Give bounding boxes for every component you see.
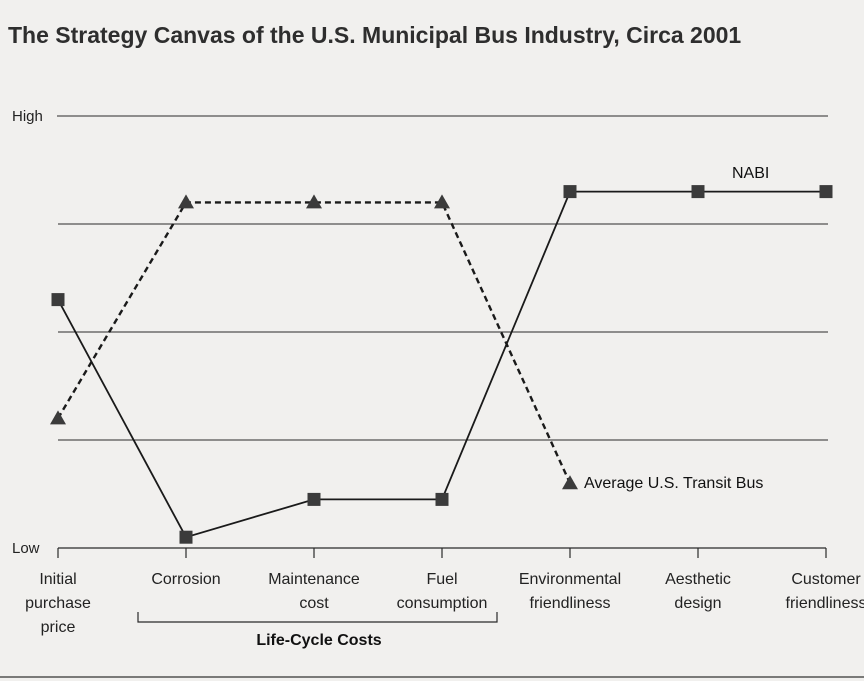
x-tick-label-line: Aesthetic [665,571,731,588]
x-tick-label-line: Corrosion [151,571,220,588]
x-tick-label-line: design [674,595,721,612]
series-marker-nabi [307,492,321,506]
x-tick-label-line: friendliness [786,595,864,612]
x-tick-label: Corrosion [151,571,220,588]
series-marker-average-u-s-transit-bus [434,194,450,209]
x-tick-label-line: Maintenance [268,571,360,588]
x-tick-label-line: consumption [397,595,488,612]
x-tick-label: Aesthetic design [665,571,731,612]
x-tick-label-line: price [41,619,76,636]
x-tick-label-line: purchase [25,595,91,612]
x-tick-label-line: Customer [791,571,861,588]
series-group [50,185,833,544]
series-marker-nabi [51,293,65,307]
x-tick-label-line: friendliness [530,595,611,612]
life-cycle-costs-bracket: Life-Cycle Costs [137,612,498,649]
x-tick-label: Initial purchase price [25,571,91,636]
x-tick-label: Customer friendliness [786,571,864,612]
gridlines [57,115,828,441]
x-tick-label: Maintenance cost [268,571,360,612]
x-axis [57,547,827,558]
series-marker-average-u-s-transit-bus [178,194,194,209]
series-labels: NABI Average U.S. Transit Bus [584,165,769,492]
bracket-line [137,612,498,623]
series-label-average-us-transit-bus: Average U.S. Transit Bus [584,475,763,492]
series-marker-nabi [691,185,705,199]
series-marker-nabi [563,185,577,199]
x-tick-labels: Initial purchase price Corrosion Maintenance… [25,571,864,636]
series-marker-nabi [819,185,833,199]
x-tick-label-line: Initial [39,571,76,588]
x-tick-label-line: cost [299,595,329,612]
series-marker-nabi [179,530,193,544]
x-tick-label: Environmental friendliness [519,571,621,612]
series-marker-average-u-s-transit-bus [306,194,322,209]
bracket-label: Life-Cycle Costs [256,632,381,649]
series-marker-average-u-s-transit-bus [562,475,578,490]
x-tick-label: Fuel consumption [397,571,488,612]
x-tick-label-line: Environmental [519,571,621,588]
x-tick-label-line: Fuel [426,571,457,588]
series-marker-nabi [435,492,449,506]
y-label-low: Low [12,540,40,557]
y-label-high: High [12,108,43,125]
y-axis-labels: High Low [12,108,43,557]
series-marker-average-u-s-transit-bus [50,410,66,425]
series-label-nabi: NABI [732,165,769,182]
chart-title: The Strategy Canvas of the U.S. Municipa… [8,22,742,48]
